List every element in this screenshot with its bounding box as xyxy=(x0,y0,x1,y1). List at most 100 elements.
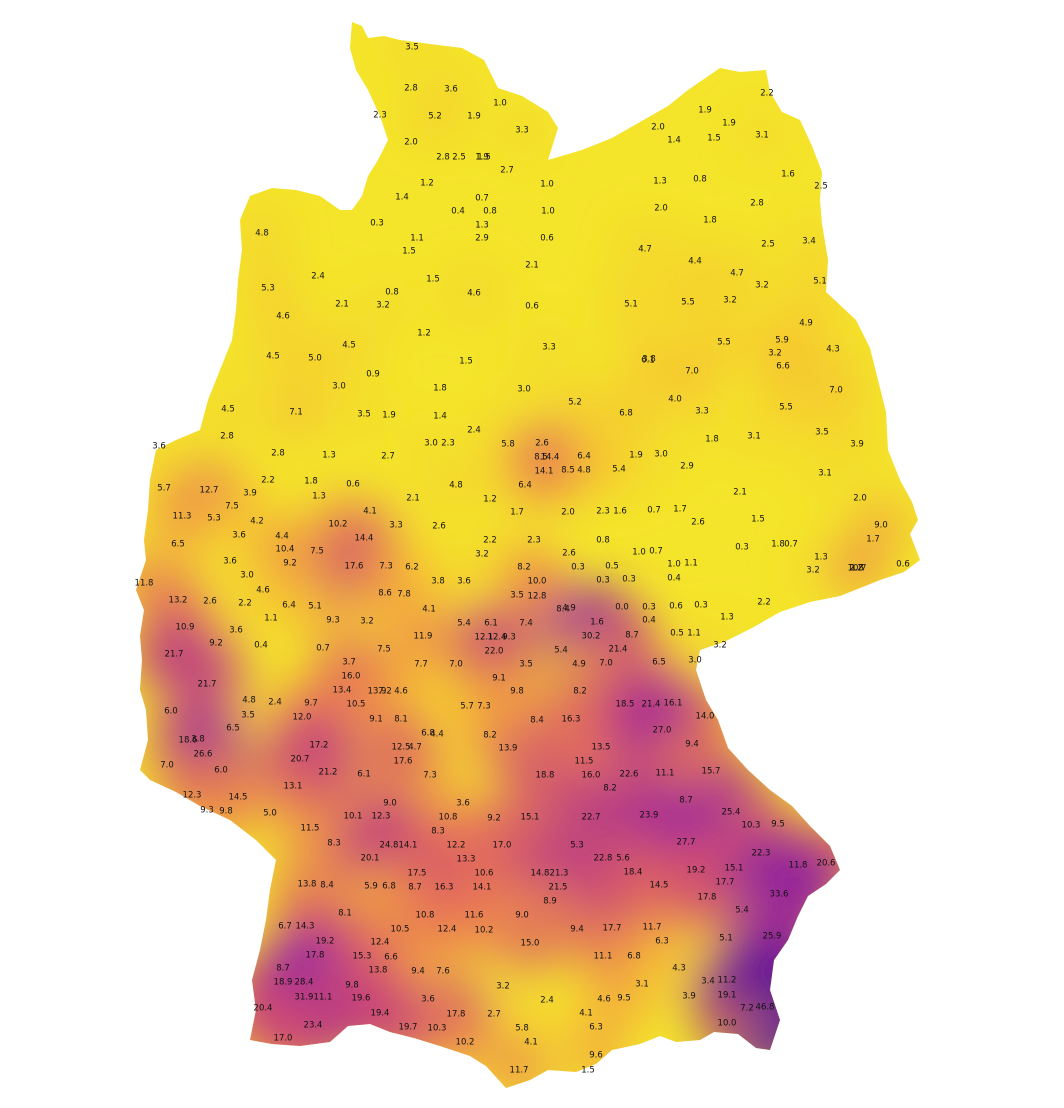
station-value-label: 1.4 xyxy=(667,136,681,146)
station-value-label: 6.1 xyxy=(357,770,371,780)
station-value-label: 8.2 xyxy=(483,731,497,741)
station-value-label: 12.4 xyxy=(371,938,390,948)
station-value-label: 2.7 xyxy=(381,452,395,462)
station-value-label: 6.1 xyxy=(641,356,655,366)
station-value-label: 9.0 xyxy=(383,799,397,809)
station-value-label: 8.2 xyxy=(573,687,587,697)
station-value-label: 4.1 xyxy=(422,605,436,615)
station-value-label: 12.7 xyxy=(200,486,219,496)
heat-blob xyxy=(803,451,847,495)
station-value-label: 6.8 xyxy=(421,729,435,739)
heat-blob xyxy=(152,518,204,570)
station-value-label: 7.4 xyxy=(519,619,533,629)
station-value-label: 12.8 xyxy=(528,592,547,602)
station-value-label: 17.6 xyxy=(394,757,413,767)
station-value-label: 17.7 xyxy=(716,878,735,888)
station-value-label: 1.6 xyxy=(613,507,627,517)
station-value-label: 2.8 xyxy=(220,432,234,442)
heat-blob xyxy=(663,277,713,327)
station-value-label: 14.5 xyxy=(650,881,669,891)
station-value-label: 18.4 xyxy=(624,868,643,878)
station-value-label: 3.0 xyxy=(332,382,346,392)
station-value-label: 0.7 xyxy=(649,547,663,557)
heat-blob xyxy=(250,333,296,379)
heat-blob xyxy=(442,559,486,603)
heat-blob xyxy=(326,322,372,368)
station-value-label: 1.9 xyxy=(475,153,489,163)
station-value-label: 21.7 xyxy=(165,650,184,660)
station-value-label: 5.1 xyxy=(308,602,322,612)
station-value-label: 1.8 xyxy=(304,477,318,487)
station-value-label: 17.2 xyxy=(310,741,329,751)
station-value-label: 3.6 xyxy=(229,626,243,636)
station-value-label: 1.2 xyxy=(483,495,497,505)
station-value-label: 9.0 xyxy=(515,911,529,921)
heat-blob xyxy=(791,548,835,592)
station-value-label: 21.4 xyxy=(642,700,661,710)
station-value-label: 1.3 xyxy=(720,613,734,623)
station-value-label: 2.6 xyxy=(203,597,217,607)
station-value-label: 1.0 xyxy=(540,180,554,190)
station-value-label: 3.9 xyxy=(850,440,864,450)
station-value-label: 4.4 xyxy=(430,730,444,740)
station-value-label: 8.4 xyxy=(556,605,570,615)
station-value-label: 0.4 xyxy=(642,616,656,626)
station-value-label: 14.3 xyxy=(296,922,315,932)
station-value-label: 14.1 xyxy=(399,841,418,851)
station-value-label: 25.4 xyxy=(722,808,741,818)
station-value-label: 3.9 xyxy=(682,992,696,1002)
station-value-label: 19.1 xyxy=(718,991,737,1001)
station-value-label: 6.5 xyxy=(652,658,666,668)
station-value-label: 9.8 xyxy=(219,807,233,817)
station-value-label: 2.0 xyxy=(561,508,575,518)
station-value-label: 12.0 xyxy=(293,713,312,723)
station-value-label: 3.0 xyxy=(654,450,668,460)
station-value-label: 3.2 xyxy=(768,349,782,359)
station-value-label: 3.1 xyxy=(755,131,769,141)
heat-blob xyxy=(270,386,322,438)
station-value-label: 11.3 xyxy=(173,512,192,522)
station-value-label: 13.9 xyxy=(368,687,387,697)
station-value-label: 22.8 xyxy=(594,854,613,864)
heat-blob xyxy=(430,638,482,690)
station-value-label: 5.4 xyxy=(554,646,568,656)
station-value-label: 20.6 xyxy=(817,859,836,869)
station-value-label: 21.3 xyxy=(550,869,569,879)
station-value-label: 5.4 xyxy=(612,465,626,475)
station-value-label: 0.4 xyxy=(254,641,268,651)
station-value-label: 7.3 xyxy=(423,771,437,781)
station-value-label: 7.1 xyxy=(289,408,303,418)
station-value-label: 2.6 xyxy=(432,522,446,532)
heat-blob xyxy=(500,108,544,152)
heat-blob xyxy=(740,263,784,307)
station-value-label: 2.7 xyxy=(487,1010,501,1020)
station-value-label: 0.6 xyxy=(346,480,360,490)
station-value-label: 2.1 xyxy=(406,494,420,504)
heat-blob xyxy=(595,445,643,493)
station-value-label: 4.6 xyxy=(597,995,611,1005)
station-value-label: 2.0 xyxy=(853,494,867,504)
heat-blob xyxy=(680,389,724,433)
station-value-label: 16.1 xyxy=(664,699,683,709)
station-value-label: 2.2 xyxy=(757,598,771,608)
station-value-label: 5.3 xyxy=(261,284,275,294)
station-value-label: 5.2 xyxy=(428,112,442,122)
station-value-label: 7.0 xyxy=(160,761,174,771)
station-value-label: 6.6 xyxy=(776,362,790,372)
station-value-label: 17.8 xyxy=(698,893,717,903)
station-value-label: 17.5 xyxy=(408,869,427,879)
station-value-label: 10.5 xyxy=(391,925,410,935)
station-value-label: 5.9 xyxy=(775,336,789,346)
station-value-label: 0.3 xyxy=(622,575,636,585)
station-value-label: 3.0 xyxy=(517,385,531,395)
station-value-label: 5.5 xyxy=(717,338,731,348)
heat-blob xyxy=(810,326,856,372)
station-value-label: 2.3 xyxy=(527,536,541,546)
station-value-label: 10.7 xyxy=(848,564,867,574)
heat-blob xyxy=(600,387,652,439)
station-value-label: 7.8 xyxy=(397,590,411,600)
station-value-label: 6.4 xyxy=(577,452,591,462)
station-value-label: 2.0 xyxy=(404,138,418,148)
station-value-label: 3.3 xyxy=(695,407,709,417)
station-value-label: 0.6 xyxy=(896,560,910,570)
